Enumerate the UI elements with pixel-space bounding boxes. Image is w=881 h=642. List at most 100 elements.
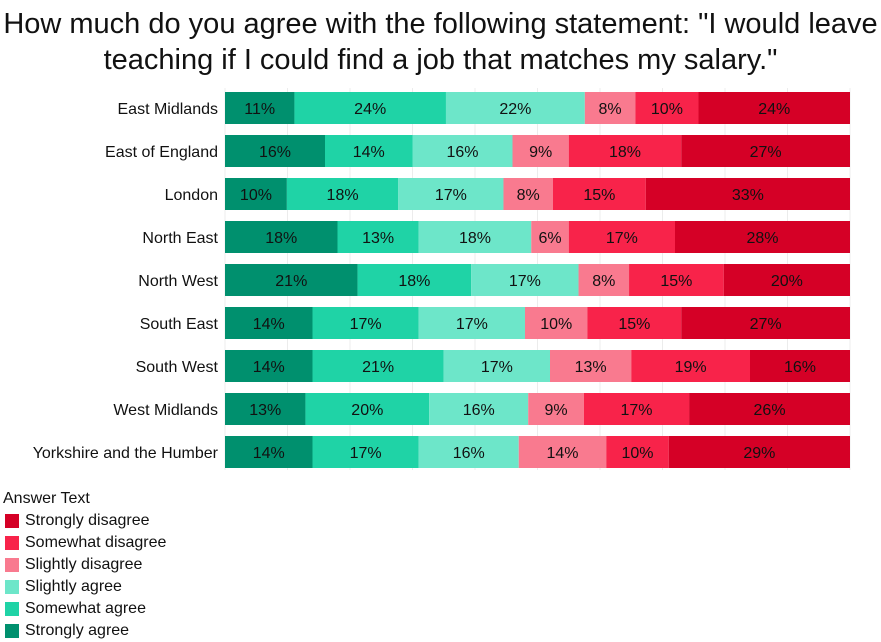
data-label: 18%: [459, 230, 491, 247]
data-label: 8%: [517, 187, 540, 204]
legend-swatch: [5, 624, 19, 638]
bar-segment: [225, 436, 313, 468]
data-label: 14%: [546, 445, 578, 462]
data-label: 16%: [453, 445, 485, 462]
bar-segment: [578, 264, 630, 296]
bar-segment: [568, 221, 675, 253]
data-label: 15%: [583, 187, 615, 204]
data-label: 10%: [651, 101, 683, 118]
data-label: 24%: [758, 101, 790, 118]
bar-segment: [698, 92, 850, 124]
data-label: 6%: [538, 230, 561, 247]
data-label: 10%: [540, 316, 572, 333]
data-label: 24%: [354, 101, 386, 118]
bar-segment: [689, 393, 850, 425]
bar-segment: [645, 178, 850, 210]
bar-segment: [225, 350, 313, 382]
bar-segment: [337, 221, 419, 253]
bar-segment: [398, 178, 504, 210]
bar-segment: [528, 393, 584, 425]
bar-segment: [225, 92, 295, 124]
data-label: 8%: [592, 273, 615, 290]
data-label: 22%: [499, 101, 531, 118]
data-label: 13%: [575, 359, 607, 376]
data-label: 16%: [259, 144, 291, 161]
bar-segment: [606, 436, 669, 468]
legend-label: Somewhat disagree: [25, 534, 167, 551]
legend-item: Strongly agree: [3, 620, 166, 642]
bar-segment: [635, 92, 699, 124]
data-label: 17%: [509, 273, 541, 290]
data-label: 17%: [481, 359, 513, 376]
legend-item: Strongly disagree: [3, 510, 166, 532]
data-label: 27%: [750, 316, 782, 333]
bar-segment: [325, 135, 413, 167]
bar-segment: [518, 436, 607, 468]
legend-swatch: [5, 580, 19, 594]
data-label: 18%: [265, 230, 297, 247]
bar-segment: [584, 92, 636, 124]
legend-item: Slightly agree: [3, 576, 166, 598]
legend-label: Somewhat agree: [25, 600, 146, 617]
data-label: 14%: [253, 316, 285, 333]
bar-segment: [552, 178, 646, 210]
chart-title: How much do you agree with the following…: [3, 8, 878, 76]
bar-segment: [675, 221, 850, 253]
data-label: 13%: [362, 230, 394, 247]
bar-segment: [750, 350, 850, 382]
bar-segment: [443, 350, 550, 382]
data-label: 13%: [249, 402, 281, 419]
bar-segment: [631, 350, 750, 382]
category-label: South East: [140, 316, 219, 333]
data-label: 27%: [750, 144, 782, 161]
category-label: West Midlands: [113, 402, 218, 419]
bar-segment: [550, 350, 632, 382]
bar-segment: [225, 221, 338, 253]
bar-segment: [418, 307, 525, 339]
bar-segment: [225, 393, 306, 425]
data-label: 10%: [621, 445, 653, 462]
bar-segment: [412, 135, 513, 167]
data-label: 17%: [606, 230, 638, 247]
bar-segment: [668, 436, 850, 468]
legend-label: Strongly disagree: [25, 512, 150, 529]
legend-label: Slightly agree: [25, 578, 122, 595]
category-label: South West: [136, 359, 219, 376]
bar-segment: [629, 264, 724, 296]
legend: Answer Text Strongly disagree Somewhat di…: [3, 488, 166, 642]
bar-segment: [587, 307, 682, 339]
category-label: East Midlands: [118, 101, 219, 118]
legend-title: Answer Text: [3, 490, 90, 507]
category-label: London: [165, 187, 218, 204]
data-label: 17%: [350, 316, 382, 333]
data-label: 18%: [398, 273, 430, 290]
data-label: 16%: [784, 359, 816, 376]
data-label: 16%: [463, 402, 495, 419]
bar-segment: [286, 178, 399, 210]
data-label: 21%: [362, 359, 394, 376]
bar-segment: [312, 307, 419, 339]
bar-segment: [225, 307, 313, 339]
bar-segment: [583, 393, 690, 425]
bar-segment: [312, 436, 419, 468]
data-label: 9%: [545, 402, 568, 419]
data-label: 17%: [435, 187, 467, 204]
bar-segment: [312, 350, 444, 382]
data-label: 20%: [351, 402, 383, 419]
data-label: 28%: [746, 230, 778, 247]
bar-segment: [225, 264, 358, 296]
bar-segment: [418, 436, 519, 468]
bar-segment: [225, 135, 325, 167]
bar-segment: [429, 393, 529, 425]
data-label: 17%: [620, 402, 652, 419]
bar-segment: [681, 307, 850, 339]
data-label: 29%: [743, 445, 775, 462]
category-label: East of England: [105, 144, 218, 161]
legend-swatch: [5, 602, 19, 616]
legend-item: Somewhat disagree: [3, 532, 166, 554]
bar-segment: [471, 264, 579, 296]
category-label: North East: [142, 230, 218, 247]
legend-label: Strongly agree: [25, 622, 130, 639]
data-label: 8%: [599, 101, 622, 118]
